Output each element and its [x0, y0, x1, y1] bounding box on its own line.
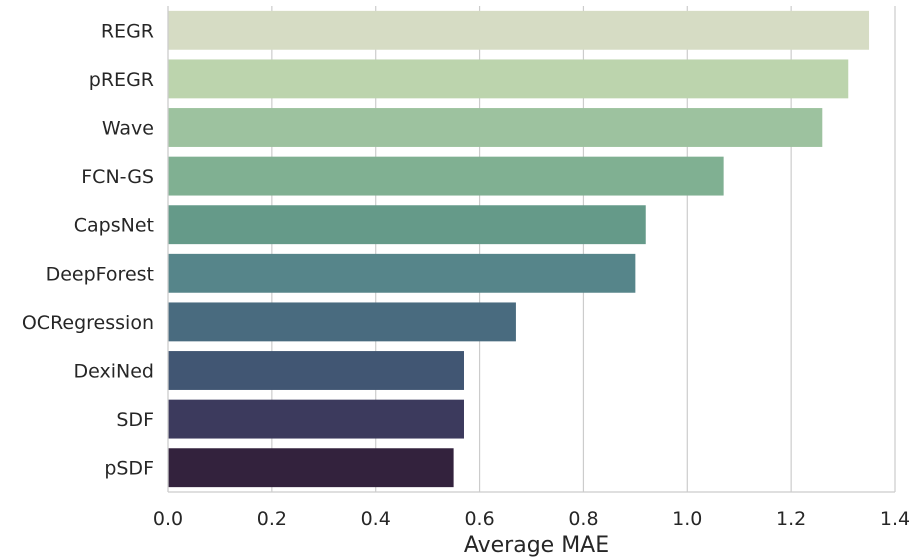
bars — [168, 10, 870, 488]
x-tick-label: 0.2 — [257, 508, 287, 530]
x-tick-label: 1.2 — [776, 508, 806, 530]
x-tick-label: 0.0 — [153, 508, 183, 530]
bar-fcn-gs — [168, 156, 724, 196]
bar-regr — [168, 10, 870, 50]
x-tick-label: 1.0 — [672, 508, 702, 530]
x-tick-label: 0.4 — [361, 508, 391, 530]
x-tick-label: 0.8 — [568, 508, 598, 530]
y-category-label: CapsNet — [74, 215, 154, 237]
y-category-labels: REGR pREGR Wave FCN-GS CapsNet DeepForest OCRe… — [22, 20, 154, 479]
y-category-label: OCRegression — [22, 312, 154, 334]
bar-dexined — [168, 351, 464, 390]
bar-ocregression — [168, 302, 516, 342]
y-category-label: pSDF — [104, 458, 154, 480]
bar-psdf — [168, 448, 454, 488]
bar-pregr — [168, 59, 849, 99]
y-category-label: pREGR — [89, 69, 154, 91]
x-tick-label: 1.4 — [880, 508, 910, 530]
y-category-label: DeepForest — [46, 263, 154, 285]
y-category-label: DexiNed — [74, 361, 154, 383]
bar-wave — [168, 108, 823, 147]
bar-sdf — [168, 399, 464, 439]
y-category-label: REGR — [101, 20, 154, 42]
y-category-label: FCN-GS — [81, 166, 154, 188]
bar-capsnet — [168, 205, 646, 245]
x-tick-labels: 0.0 0.2 0.4 0.6 0.8 1.0 1.2 1.4 — [153, 508, 910, 530]
y-category-label: Wave — [102, 118, 154, 140]
y-category-label: SDF — [116, 409, 154, 431]
bar-deepforest — [168, 253, 636, 293]
x-tick-label: 0.6 — [464, 508, 494, 530]
x-axis-title: Average MAE — [464, 533, 609, 558]
